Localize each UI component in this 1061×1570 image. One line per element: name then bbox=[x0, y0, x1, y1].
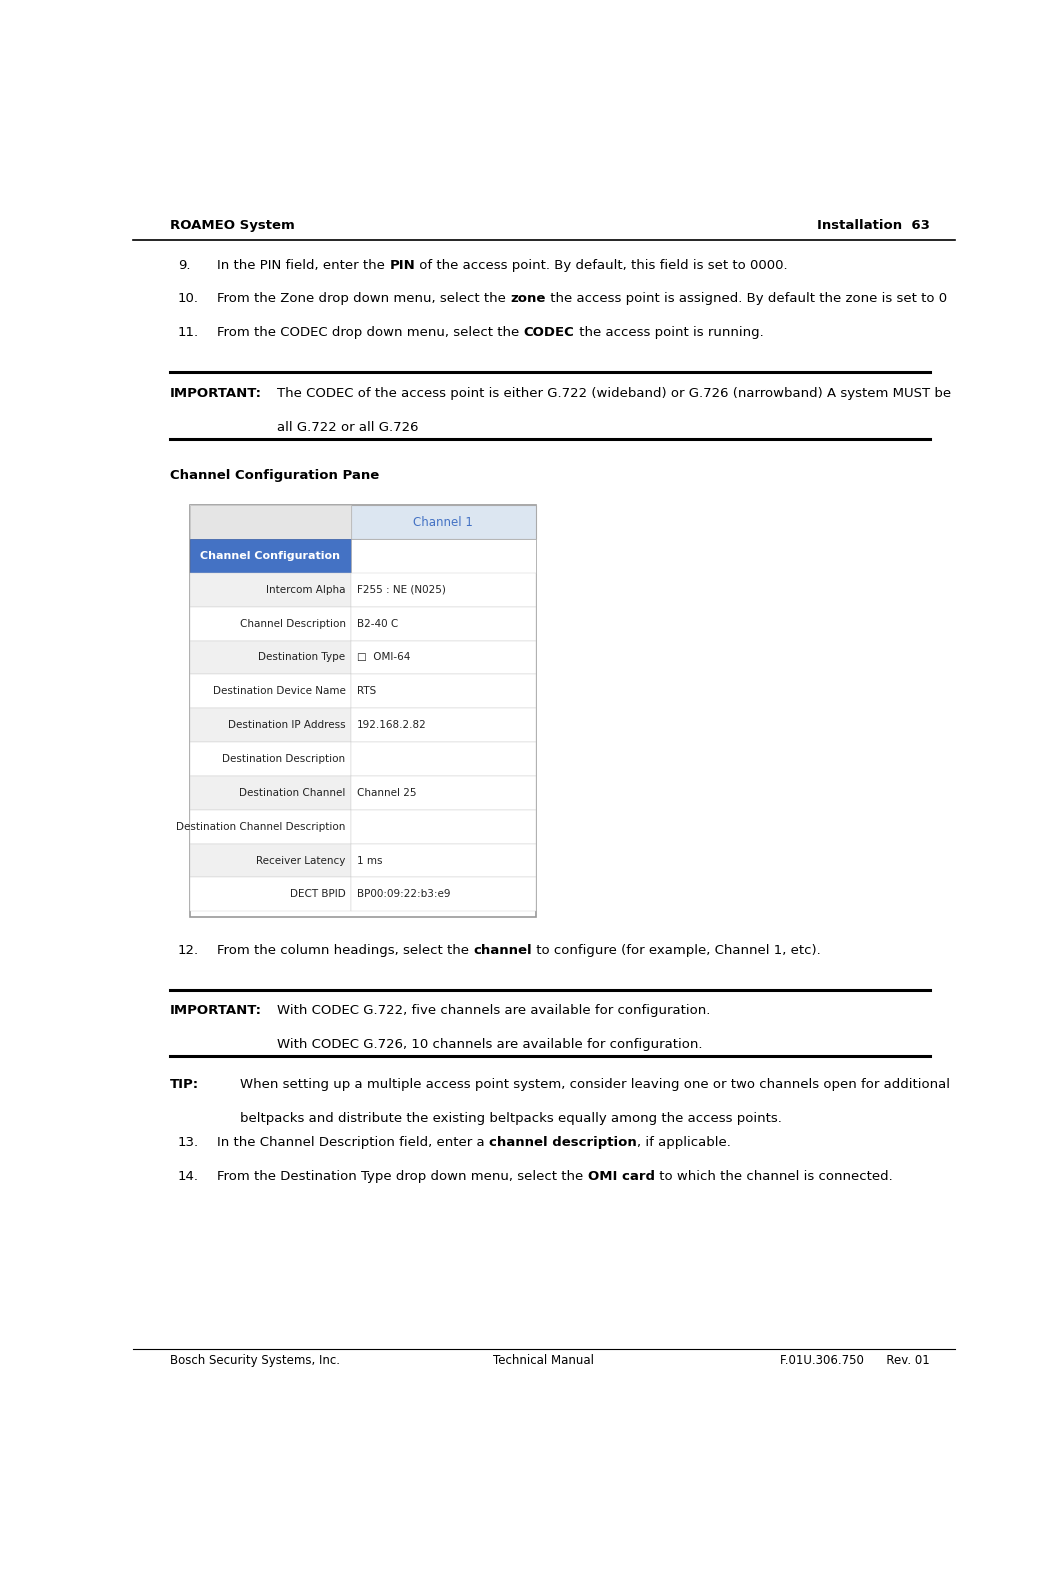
Text: 14.: 14. bbox=[178, 1170, 198, 1184]
FancyBboxPatch shape bbox=[190, 675, 350, 708]
Text: F.01U.306.750      Rev. 01: F.01U.306.750 Rev. 01 bbox=[781, 1353, 930, 1367]
Text: 13.: 13. bbox=[178, 1137, 199, 1149]
FancyBboxPatch shape bbox=[190, 506, 350, 539]
FancyBboxPatch shape bbox=[190, 506, 536, 917]
FancyBboxPatch shape bbox=[350, 675, 536, 708]
Text: Bosch Security Systems, Inc.: Bosch Security Systems, Inc. bbox=[170, 1353, 340, 1367]
Text: Receiver Latency: Receiver Latency bbox=[256, 856, 346, 865]
Text: Channel 25: Channel 25 bbox=[358, 788, 417, 798]
FancyBboxPatch shape bbox=[350, 878, 536, 911]
Text: channel: channel bbox=[473, 944, 533, 958]
FancyBboxPatch shape bbox=[190, 573, 350, 606]
FancyBboxPatch shape bbox=[350, 743, 536, 776]
Text: of the access point. By default, this field is set to 0000.: of the access point. By default, this fi… bbox=[415, 259, 788, 272]
Text: 192.168.2.82: 192.168.2.82 bbox=[358, 721, 427, 730]
FancyBboxPatch shape bbox=[350, 810, 536, 843]
Text: the access point is running.: the access point is running. bbox=[575, 327, 763, 339]
Text: ROAMEO System: ROAMEO System bbox=[170, 218, 294, 232]
FancyBboxPatch shape bbox=[190, 539, 350, 573]
Text: F255 : NE (N025): F255 : NE (N025) bbox=[358, 584, 446, 595]
Text: Destination Type: Destination Type bbox=[259, 653, 346, 663]
Text: From the column headings, select the: From the column headings, select the bbox=[218, 944, 473, 958]
Text: Channel 1: Channel 1 bbox=[413, 515, 473, 529]
FancyBboxPatch shape bbox=[190, 776, 350, 810]
Text: Channel Description: Channel Description bbox=[240, 619, 346, 628]
Text: beltpacks and distribute the existing beltpacks equally among the access points.: beltpacks and distribute the existing be… bbox=[240, 1112, 781, 1126]
Text: B2-40 C: B2-40 C bbox=[358, 619, 398, 628]
Text: 12.: 12. bbox=[178, 944, 199, 958]
Text: When setting up a multiple access point system, consider leaving one or two chan: When setting up a multiple access point … bbox=[240, 1079, 950, 1091]
FancyBboxPatch shape bbox=[190, 810, 350, 843]
FancyBboxPatch shape bbox=[190, 506, 536, 539]
FancyBboxPatch shape bbox=[350, 843, 536, 878]
Text: Channel Configuration Pane: Channel Configuration Pane bbox=[170, 469, 379, 482]
FancyBboxPatch shape bbox=[190, 606, 350, 641]
Text: IMPORTANT:: IMPORTANT: bbox=[170, 1005, 262, 1017]
FancyBboxPatch shape bbox=[350, 708, 536, 743]
Text: Destination Channel Description: Destination Channel Description bbox=[176, 821, 346, 832]
Text: From the Zone drop down menu, select the: From the Zone drop down menu, select the bbox=[218, 292, 510, 306]
Text: 11.: 11. bbox=[178, 327, 199, 339]
Text: TIP:: TIP: bbox=[170, 1079, 198, 1091]
FancyBboxPatch shape bbox=[190, 878, 350, 911]
Text: CODEC: CODEC bbox=[524, 327, 575, 339]
Text: Destination Device Name: Destination Device Name bbox=[212, 686, 346, 697]
Text: In the Channel Description field, enter a: In the Channel Description field, enter … bbox=[218, 1137, 489, 1149]
Text: Installation  63: Installation 63 bbox=[817, 218, 930, 232]
Text: In the PIN field, enter the: In the PIN field, enter the bbox=[218, 259, 389, 272]
FancyBboxPatch shape bbox=[190, 708, 350, 743]
Text: 9.: 9. bbox=[178, 259, 190, 272]
FancyBboxPatch shape bbox=[350, 506, 536, 539]
FancyBboxPatch shape bbox=[190, 743, 350, 776]
FancyBboxPatch shape bbox=[190, 843, 350, 878]
Text: OMI card: OMI card bbox=[588, 1170, 655, 1184]
Text: Channel Configuration: Channel Configuration bbox=[201, 551, 341, 560]
Text: to which the channel is connected.: to which the channel is connected. bbox=[655, 1170, 892, 1184]
Text: Intercom Alpha: Intercom Alpha bbox=[266, 584, 346, 595]
Text: With CODEC G.726, 10 channels are available for configuration.: With CODEC G.726, 10 channels are availa… bbox=[277, 1038, 702, 1052]
Text: Technical Manual: Technical Manual bbox=[493, 1353, 594, 1367]
Text: channel description: channel description bbox=[489, 1137, 637, 1149]
Text: 1 ms: 1 ms bbox=[358, 856, 383, 865]
Text: Destination IP Address: Destination IP Address bbox=[228, 721, 346, 730]
Text: Destination Channel: Destination Channel bbox=[239, 788, 346, 798]
Text: 10.: 10. bbox=[178, 292, 198, 306]
Text: , if applicable.: , if applicable. bbox=[637, 1137, 731, 1149]
Text: zone: zone bbox=[510, 292, 545, 306]
Text: the access point is assigned. By default the zone is set to 0: the access point is assigned. By default… bbox=[545, 292, 947, 306]
Text: □  OMI-64: □ OMI-64 bbox=[358, 653, 411, 663]
FancyBboxPatch shape bbox=[190, 641, 350, 675]
Text: With CODEC G.722, five channels are available for configuration.: With CODEC G.722, five channels are avai… bbox=[277, 1005, 710, 1017]
FancyBboxPatch shape bbox=[350, 776, 536, 810]
Text: Destination Description: Destination Description bbox=[223, 754, 346, 765]
FancyBboxPatch shape bbox=[350, 539, 536, 573]
Text: The CODEC of the access point is either G.722 (wideband) or G.726 (narrowband) A: The CODEC of the access point is either … bbox=[277, 386, 951, 400]
FancyBboxPatch shape bbox=[350, 606, 536, 641]
Text: From the CODEC drop down menu, select the: From the CODEC drop down menu, select th… bbox=[218, 327, 524, 339]
Text: RTS: RTS bbox=[358, 686, 377, 697]
Text: DECT BPID: DECT BPID bbox=[290, 889, 346, 900]
Text: IMPORTANT:: IMPORTANT: bbox=[170, 386, 262, 400]
Text: BP00:09:22:b3:e9: BP00:09:22:b3:e9 bbox=[358, 889, 451, 900]
FancyBboxPatch shape bbox=[350, 573, 536, 606]
Text: From the Destination Type drop down menu, select the: From the Destination Type drop down menu… bbox=[218, 1170, 588, 1184]
Text: to configure (for example, Channel 1, etc).: to configure (for example, Channel 1, et… bbox=[533, 944, 821, 958]
FancyBboxPatch shape bbox=[350, 641, 536, 675]
Text: all G.722 or all G.726: all G.722 or all G.726 bbox=[277, 421, 418, 433]
Text: PIN: PIN bbox=[389, 259, 415, 272]
